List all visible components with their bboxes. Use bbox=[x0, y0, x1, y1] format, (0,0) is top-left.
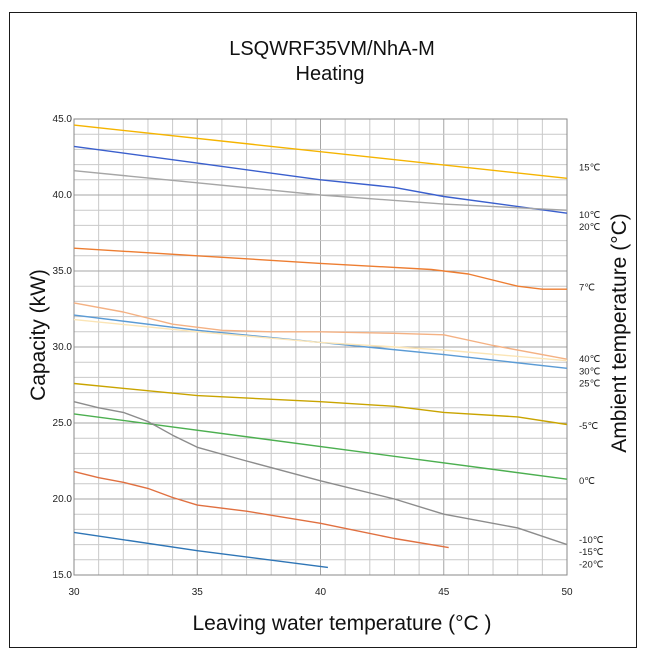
grid bbox=[73, 118, 568, 576]
y-tick-label: 25.0 bbox=[53, 418, 73, 429]
ambient-label: -15℃ bbox=[579, 547, 604, 558]
ambient-label: 10℃ bbox=[579, 210, 601, 221]
y-tick-label: 15.0 bbox=[53, 570, 73, 581]
series-lines bbox=[73, 124, 568, 569]
x-tick-label: 50 bbox=[561, 587, 573, 598]
series-line bbox=[73, 318, 568, 362]
series-line bbox=[73, 531, 328, 569]
ambient-label: -10℃ bbox=[579, 535, 604, 546]
series-line bbox=[73, 413, 568, 480]
ambient-label: 20℃ bbox=[579, 222, 601, 233]
y2-axis-label: Ambient temperature (°C) bbox=[608, 213, 631, 452]
plot-border bbox=[73, 118, 568, 576]
series-line bbox=[73, 170, 568, 211]
chart-svg: LSQWRF35VM/NhA-M Heating Capacity (kW) A… bbox=[27, 38, 631, 635]
series-line bbox=[73, 124, 568, 179]
x-tick-label: 45 bbox=[438, 587, 450, 598]
x-tick-label: 35 bbox=[192, 587, 204, 598]
series-line bbox=[73, 247, 567, 290]
ambient-label: 0℃ bbox=[579, 476, 595, 487]
y-tick-label: 45.0 bbox=[53, 114, 73, 125]
x-axis-label: Leaving water temperature (°C ) bbox=[192, 612, 491, 635]
series-line bbox=[73, 145, 568, 214]
x-tick-label: 40 bbox=[315, 587, 327, 598]
series-line bbox=[73, 382, 568, 426]
y-tick-label: 20.0 bbox=[53, 494, 73, 505]
y-tick-label: 30.0 bbox=[53, 342, 73, 353]
ambient-temperature-labels: 15℃ 10℃20℃ 7℃ 40℃30℃25℃ -5℃ 0℃ -10℃-15℃-20℃ bbox=[579, 163, 604, 571]
chart-subtitle: Heating bbox=[296, 63, 365, 85]
ambient-label: 15℃ bbox=[579, 163, 601, 174]
ambient-label: -5℃ bbox=[579, 421, 598, 432]
ambient-label: 25℃ bbox=[579, 378, 601, 389]
series-line bbox=[73, 470, 449, 549]
chart-title: LSQWRF35VM/NhA-M bbox=[229, 38, 435, 60]
x-tick-label: 30 bbox=[68, 587, 80, 598]
ambient-label: 30℃ bbox=[579, 366, 601, 377]
axes bbox=[73, 118, 568, 576]
chart-frame: LSQWRF35VM/NhA-M Heating Capacity (kW) A… bbox=[9, 12, 637, 648]
series-line bbox=[73, 302, 568, 360]
y-tick-label: 35.0 bbox=[53, 266, 73, 277]
y-tick-label: 40.0 bbox=[53, 190, 73, 201]
tick-labels: 30 35 40 45 50 15.0 20.0 25.0 30.0 35.0 40.0 45.0 bbox=[53, 114, 573, 598]
series-line bbox=[73, 401, 568, 546]
ambient-label: 7℃ bbox=[579, 283, 595, 294]
ambient-label: -20℃ bbox=[579, 559, 604, 570]
ambient-label: 40℃ bbox=[579, 354, 601, 365]
y-axis-label: Capacity (kW) bbox=[27, 269, 50, 401]
